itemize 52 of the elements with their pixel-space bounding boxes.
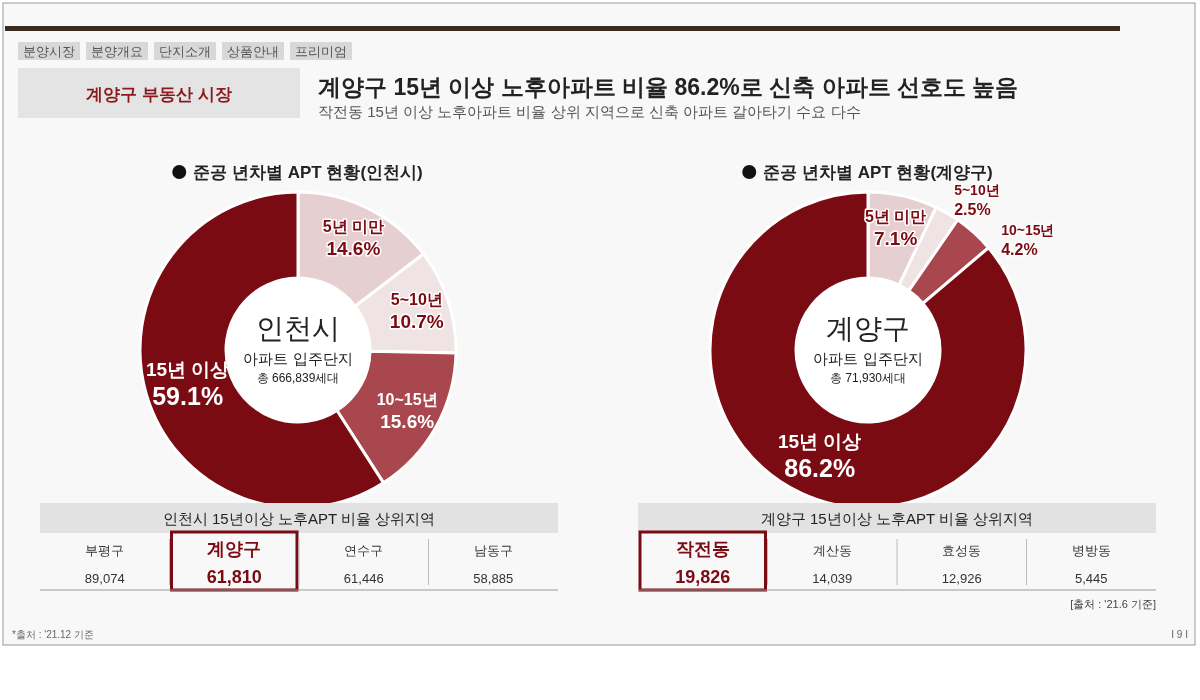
text: 계양구 15년이상 노후APT 비율 상위지역	[760, 510, 1034, 527]
data-label: 86.2%	[784, 454, 856, 483]
data-label: 14,039	[812, 571, 853, 586]
category-label: 남동구	[473, 543, 513, 558]
data-label: 12,926	[941, 571, 982, 586]
data-label: 61,810	[206, 567, 262, 587]
text: 총 666,839세대	[256, 371, 340, 385]
text: 인천시	[256, 313, 340, 344]
data-label: 59.1%	[152, 382, 224, 411]
text: 프리미엄	[295, 44, 347, 59]
text: 계양구 15년 이상 노후아파트 비율 86.2%로 신축 아파트 선호도 높음	[318, 74, 1019, 100]
category-label: 부평구	[85, 543, 125, 558]
category-label: 병방동	[1071, 543, 1111, 558]
slice-label: 10~15년	[376, 390, 438, 408]
slice-label: 10~15년	[1001, 222, 1055, 239]
text: 인천시 15년이상 노후APT 비율 상위지역	[162, 510, 436, 527]
data-label: 15.6%	[380, 410, 435, 432]
data-label: 14.6%	[326, 237, 381, 259]
data-label: 58,885	[473, 571, 514, 586]
data-label: 10.7%	[389, 311, 444, 332]
text: 분양시장	[23, 44, 75, 59]
text: 분양개요	[91, 44, 143, 59]
chart-title: 준공 년차별 APT 현황(계양구)	[763, 163, 993, 182]
text: 총 71,930세대	[829, 371, 907, 385]
text: 작전동 15년 이상 노후아파트 비율 상위 지역으로 신축 아파트 갈아타기 수요 다수	[318, 103, 861, 120]
data-label: 7.1%	[873, 228, 918, 250]
category-label: 계양구	[207, 539, 262, 559]
text: [출처 : '21.6 기준]	[1070, 598, 1156, 610]
text: 아파트 입주단지	[813, 350, 923, 367]
slice-label: 5~10년	[954, 182, 1000, 199]
text: 계양구 부동산 시장	[86, 85, 232, 104]
data-label: 2.5%	[954, 201, 991, 219]
category-label: 효성동	[942, 543, 982, 558]
slice-label: 15년 이상	[145, 359, 230, 381]
category-label: 작전동	[675, 539, 730, 559]
data-label: 4.2%	[1001, 241, 1038, 259]
data-label: 5,445	[1074, 571, 1108, 586]
data-label: 61,446	[343, 571, 384, 586]
category-label: 계산동	[812, 543, 852, 558]
slice-label: 5년 미만	[322, 217, 385, 235]
text: I 9 I	[1171, 629, 1188, 640]
text: 계양구	[826, 313, 910, 344]
text: 상품안내	[227, 44, 279, 59]
slice-label: 5~10년	[390, 291, 443, 308]
slice-label: 15년 이상	[777, 431, 862, 453]
chart-title: 준공 년차별 APT 현황(인천시)	[193, 163, 423, 182]
data-label: 89,074	[84, 571, 125, 586]
text: 아파트 입주단지	[243, 350, 353, 367]
category-label: 연수구	[344, 543, 384, 558]
text: 단지소개	[159, 44, 211, 59]
text: *출처 : '21.12 기준	[12, 629, 94, 640]
data-label: 19,826	[675, 567, 731, 587]
